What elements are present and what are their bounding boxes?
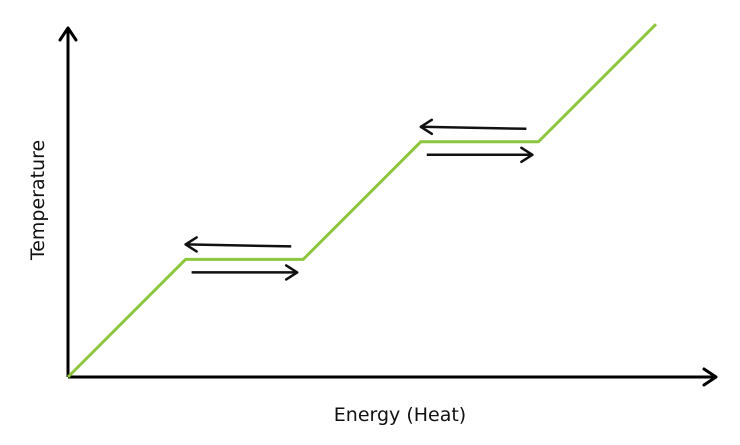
plateau-arrow-left-head bbox=[184, 236, 198, 253]
series-group bbox=[66, 23, 658, 379]
plateau-arrow-left bbox=[185, 243, 292, 248]
plateau-arrow-right-head bbox=[520, 146, 534, 164]
heating-curve-line bbox=[66, 23, 658, 379]
axes bbox=[58, 26, 718, 387]
y-axis-arrowhead bbox=[58, 26, 78, 42]
plateau-arrow-left-head bbox=[419, 118, 434, 136]
y-axis-label: Temperature bbox=[27, 139, 49, 261]
arrows-group bbox=[184, 118, 534, 281]
plateau-arrow-left bbox=[420, 125, 527, 131]
x-axis-label: Energy (Heat) bbox=[333, 404, 467, 426]
x-axis-arrowhead bbox=[702, 367, 718, 387]
plateau-arrow-right-head bbox=[284, 264, 299, 281]
